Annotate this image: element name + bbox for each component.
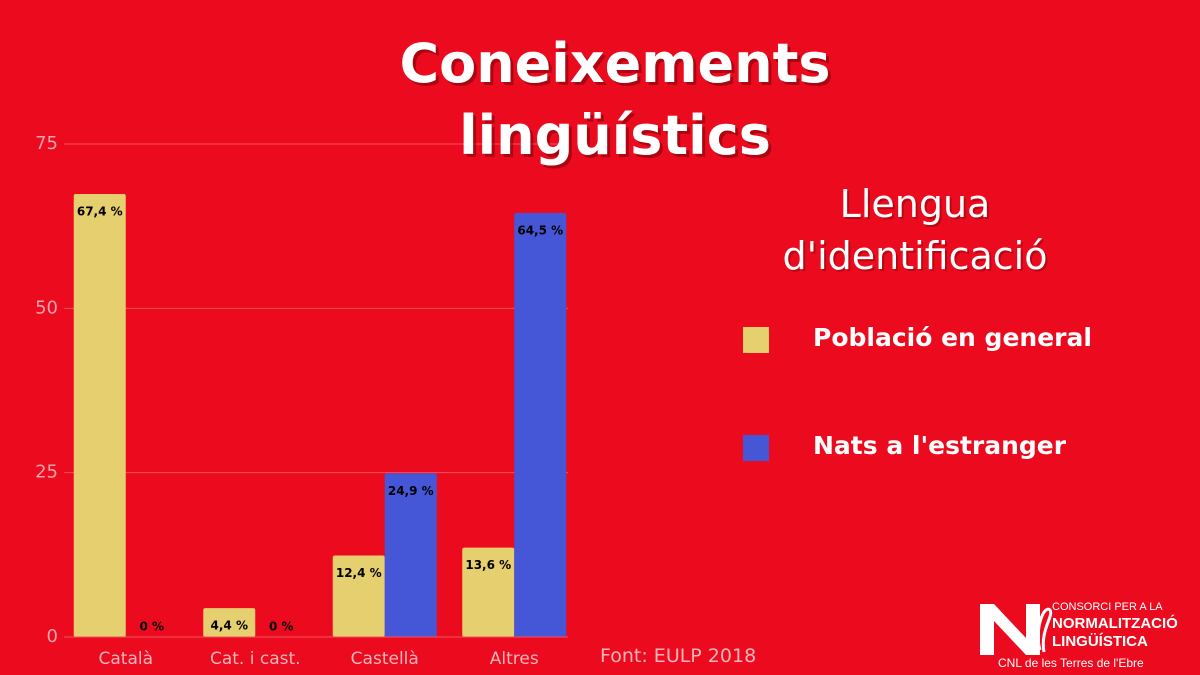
value-label: 12,4 %: [336, 566, 382, 580]
value-label: 67,4 %: [77, 204, 123, 218]
value-label: 24,9 %: [388, 484, 434, 498]
logo-text: CNL de les Terres de l'Ebre: [998, 656, 1144, 670]
legend-title: Llengua d'identificació: [782, 182, 1048, 278]
chart-title: Coneixements lingüístics: [399, 32, 831, 167]
legend-label: Població en general: [813, 323, 1092, 352]
bar: [73, 193, 126, 637]
legend-swatch: [743, 435, 769, 461]
x-tick-label: Castellà: [351, 649, 419, 669]
x-tick-label: Altres: [490, 649, 539, 669]
value-label: 0 %: [139, 620, 164, 634]
legend-label: Nats a l'estranger: [813, 431, 1067, 460]
bar: [462, 547, 515, 637]
bar: [514, 213, 567, 637]
y-tick-label: 0: [47, 626, 58, 647]
x-tick-label: Cat. i cast.: [210, 649, 301, 669]
bar: [203, 608, 256, 637]
source: Font: EULP 2018: [600, 645, 757, 667]
value-label: 64,5 %: [517, 224, 563, 238]
value-label: 13,6 %: [465, 558, 511, 572]
logo-mark: [980, 604, 1053, 655]
bar: [332, 555, 385, 637]
value-label: 4,4 %: [211, 619, 248, 633]
logo-text: CONSORCI PER A LA: [1052, 601, 1163, 613]
y-tick-label: 75: [35, 133, 58, 154]
value-label: 0 %: [269, 620, 294, 634]
bar: [384, 473, 437, 637]
logo-text: LINGÜÍSTICA: [1052, 633, 1148, 650]
y-tick-label: 50: [35, 297, 58, 318]
legend-swatch: [743, 327, 769, 353]
logo-text: NORMALITZACIÓ: [1052, 615, 1178, 632]
x-tick-label: Català: [98, 649, 153, 669]
y-tick-label: 25: [35, 462, 58, 483]
